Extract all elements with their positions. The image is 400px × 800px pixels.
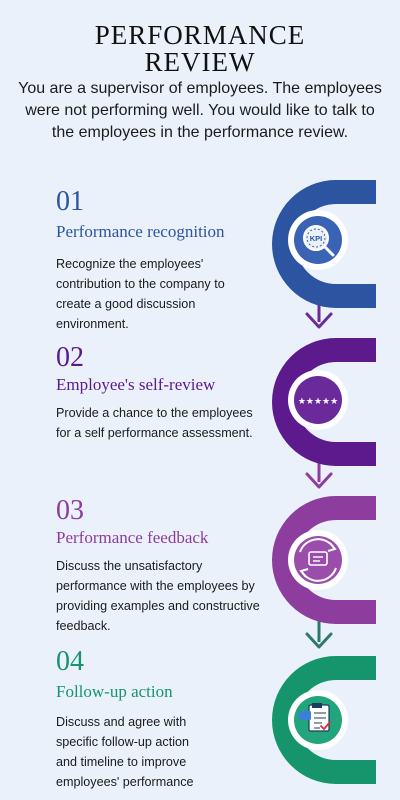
step-1-number: 01 <box>56 186 84 217</box>
step-4-number: 04 <box>56 646 84 677</box>
desc-line: specific follow-up action <box>56 735 189 749</box>
desc-line: Provide a chance to the employees <box>56 406 253 420</box>
kpi-label: KPI <box>310 234 323 243</box>
step-2-title: Employee's self-review <box>56 375 216 394</box>
desc-line: Discuss and agree with <box>56 715 187 729</box>
step-3-title: Performance feedback <box>56 528 209 547</box>
step-1-title: Performance recognition <box>56 222 225 241</box>
step-4-description: Discuss and agree with specific follow-u… <box>56 712 194 792</box>
desc-line: performance with the employees by <box>56 579 255 593</box>
desc-line: employees' performance <box>56 775 194 789</box>
desc-line: for a self performance assessment. <box>56 426 253 440</box>
step-3-number: 03 <box>56 495 84 526</box>
title-line-1: PERFORMANCE <box>94 20 306 50</box>
five-star-rating-icon: ★★★★★ <box>298 397 338 407</box>
desc-line: providing examples and constructive <box>56 599 260 613</box>
title-line-2: REVIEW <box>144 47 256 77</box>
step-3-description: Discuss the unsatisfactory performance w… <box>56 556 260 636</box>
feedback-cycle-icon <box>299 538 337 582</box>
step-2-c-shape <box>272 338 376 466</box>
desc-line: create a good discussion <box>56 297 196 311</box>
kpi-magnifier-icon: KPI <box>303 225 335 257</box>
desc-line: Recognize the employees' <box>56 257 204 271</box>
step-2-number: 02 <box>56 342 84 373</box>
arrow-3-to-4 <box>305 618 333 649</box>
step-3-c-shape <box>272 496 376 624</box>
desc-line: feedback. <box>56 619 111 633</box>
desc-line: environment. <box>56 317 129 331</box>
step-2-description: Provide a chance to the employees for a … <box>56 403 253 443</box>
page-title: PERFORMANCE REVIEW <box>0 22 400 76</box>
action-plan-icon <box>299 703 331 732</box>
desc-line: and timeline to improve <box>56 755 187 769</box>
star-rating: ★★★★★ <box>298 397 338 407</box>
step-1-description: Recognize the employees' contribution to… <box>56 254 225 334</box>
desc-line: Discuss the unsatisfactory <box>56 559 203 573</box>
intro-text: You are a supervisor of employees. The e… <box>18 80 382 141</box>
desc-line: contribution to the company to <box>56 277 225 291</box>
step-4-title: Follow-up action <box>56 682 173 701</box>
